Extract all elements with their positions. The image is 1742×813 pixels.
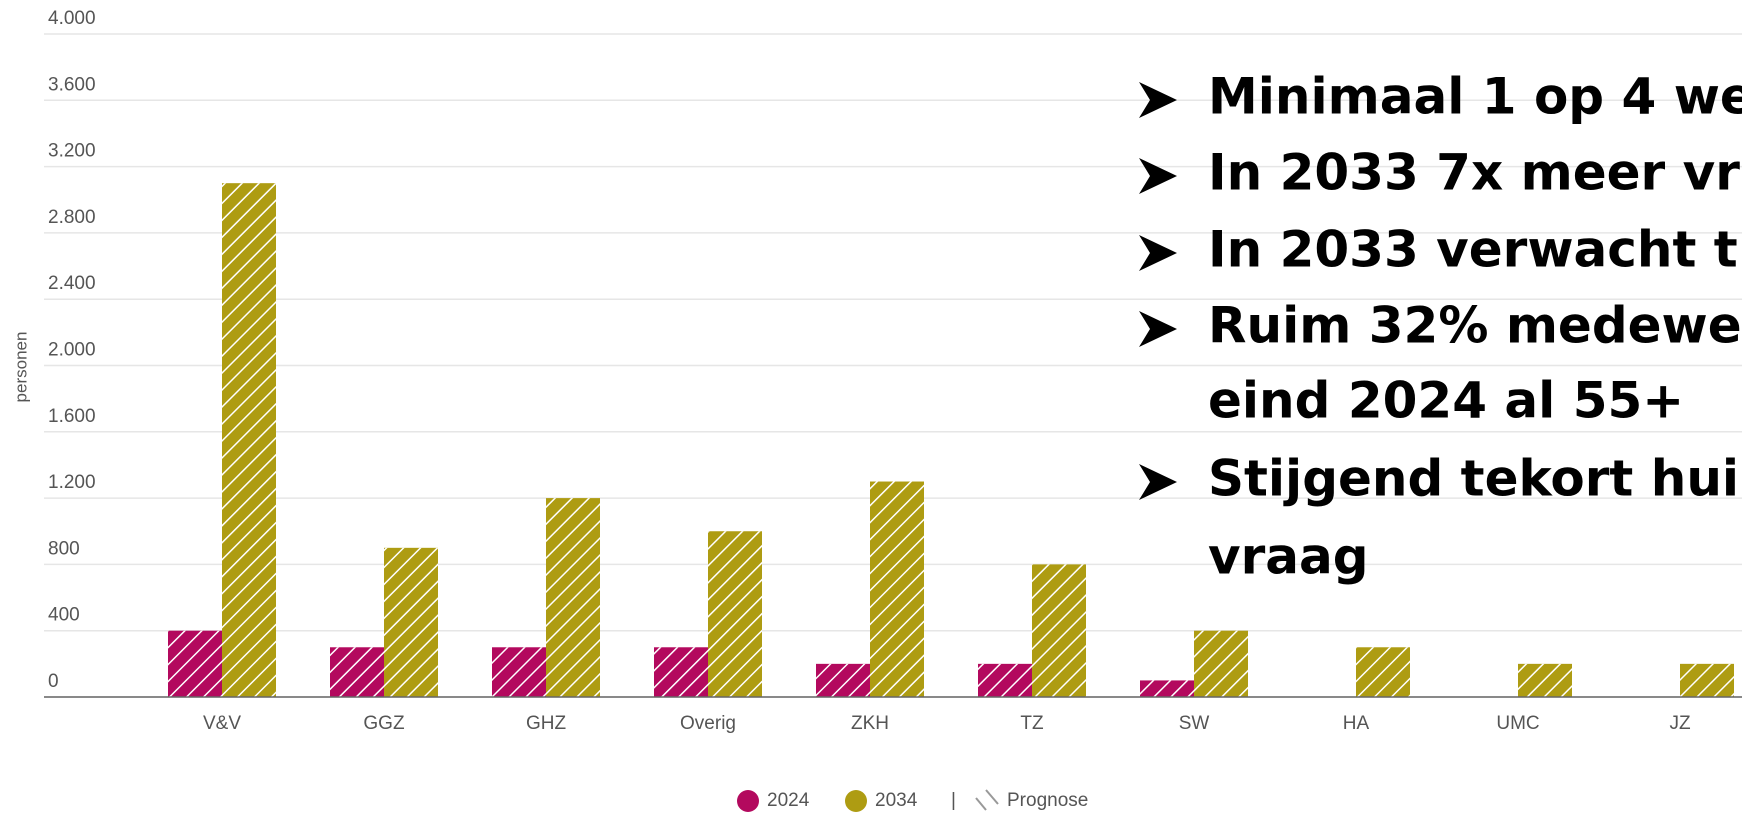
legend-marker: [845, 790, 867, 812]
x-tick-label: Overig: [680, 713, 736, 734]
y-tick-label: 1.600: [48, 406, 96, 427]
bullet-arrow: [1139, 464, 1177, 500]
bullet-arrow: [1139, 235, 1177, 271]
bar-hatch: [870, 481, 924, 697]
bar-hatch: [1356, 647, 1410, 697]
legend-hatch-icon: [985, 789, 999, 805]
bar-hatch: [384, 547, 438, 697]
x-tick-label: SW: [1179, 713, 1210, 734]
y-tick-label: 2.400: [48, 273, 96, 294]
legend-marker: [737, 790, 759, 812]
bar-hatch: [492, 647, 546, 697]
annotation: Ruim 32% medewe: [1208, 297, 1742, 355]
bar-hatch: [546, 498, 600, 697]
y-tick-label: 1.200: [48, 472, 96, 493]
legend-hatch-icon: [975, 797, 987, 811]
bar-hatch: [1680, 663, 1734, 697]
y-tick-label: 3.600: [48, 74, 96, 95]
x-tick-label: V&V: [203, 713, 241, 734]
annotation: Stijgend tekort hui: [1208, 450, 1739, 508]
bar-hatch: [978, 663, 1032, 697]
y-axis-label: personen: [11, 332, 30, 403]
x-tick-label: GGZ: [363, 713, 405, 734]
x-tick-label: TZ: [1020, 713, 1044, 734]
y-tick-label: 400: [48, 605, 80, 626]
bullet-arrow: [1139, 158, 1177, 194]
legend-label: Prognose: [1007, 790, 1088, 811]
x-tick-label: ZKH: [851, 713, 889, 734]
annotation: In 2033 7x meer vr: [1208, 144, 1740, 202]
bar-hatch: [168, 630, 222, 697]
bullet-arrow: [1139, 311, 1177, 347]
legend-label: 2024: [767, 790, 810, 811]
x-tick-label: HA: [1343, 713, 1370, 734]
annotation: In 2033 verwacht t: [1208, 221, 1738, 279]
legend-separator: |: [951, 790, 956, 811]
y-tick-label: 800: [48, 538, 80, 559]
bullet-arrow: [1139, 82, 1177, 118]
bar-hatch: [222, 183, 276, 698]
annotation: Minimaal 1 op 4 we: [1208, 68, 1742, 126]
annotation: eind 2024 al 55+: [1208, 372, 1684, 430]
y-tick-label: 4.000: [48, 8, 96, 29]
bar-hatch: [1032, 564, 1086, 697]
bar-hatch: [1518, 663, 1572, 697]
annotation: vraag: [1208, 528, 1369, 586]
y-tick-label: 2.800: [48, 207, 96, 228]
y-tick-label: 2.000: [48, 340, 96, 361]
legend-label: 2034: [875, 790, 918, 811]
x-tick-label: UMC: [1496, 713, 1539, 734]
bar-hatch: [654, 647, 708, 697]
bar-hatch: [708, 531, 762, 697]
y-tick-label: 0: [48, 671, 59, 692]
x-tick-label: GHZ: [526, 713, 567, 734]
bar-hatch: [330, 647, 384, 697]
x-tick-label: JZ: [1669, 713, 1691, 734]
bar-hatch: [816, 663, 870, 697]
bar-hatch: [1140, 680, 1194, 697]
y-tick-label: 3.200: [48, 141, 96, 162]
bar-hatch: [1194, 630, 1248, 697]
